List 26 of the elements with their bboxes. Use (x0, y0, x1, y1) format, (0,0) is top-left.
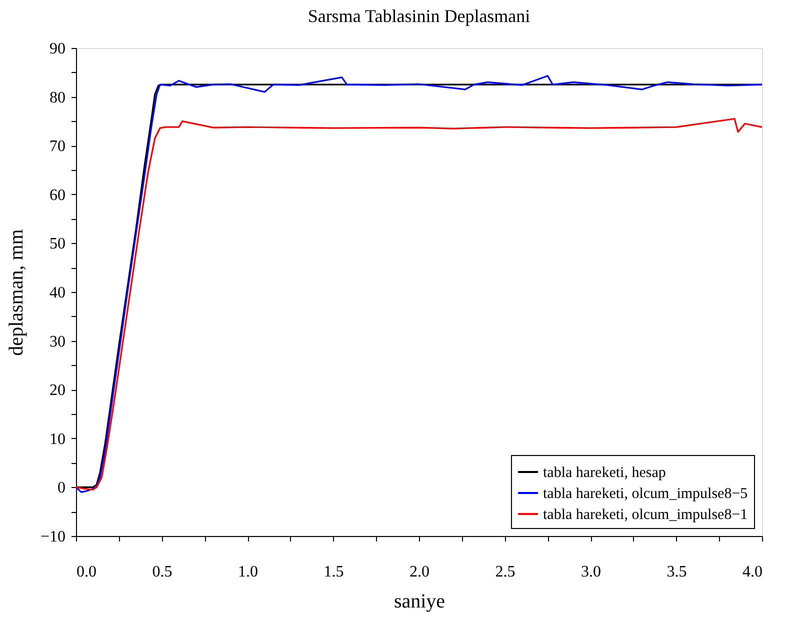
y-axis-title: deplasman, mm (5, 228, 28, 356)
x-tick-label: 4.0 (742, 564, 762, 580)
y-tick-label: 90 (50, 40, 66, 58)
x-tick-label: 1.5 (324, 564, 344, 580)
x-tick-label: 3.5 (666, 564, 687, 580)
x-axis-title: saniye (394, 590, 446, 612)
x-tick-label: 3.0 (581, 564, 601, 580)
y-tick-label: 70 (50, 138, 66, 156)
legend-label: tabla hareketi, olcum_impulse8−5 (543, 486, 748, 502)
x-tick-label: 1.0 (238, 564, 258, 580)
x-tick-label: 0.5 (152, 564, 172, 580)
legend-label: tabla hareketi, olcum_impulse8−1 (543, 507, 748, 523)
y-tick-label: 80 (50, 89, 66, 106)
y-tick-label: 40 (50, 284, 66, 302)
x-tick-label: 2.5 (495, 564, 516, 580)
y-tick-label: 50 (50, 236, 66, 253)
chart-title: Sarsma Tablasinin Deplasmani (308, 6, 530, 26)
y-tick-label: 10 (50, 430, 66, 448)
x-tick-label: 0.0 (76, 564, 96, 580)
y-tick-label: 60 (50, 186, 66, 204)
y-tick-label: −10 (40, 528, 66, 546)
x-tick-label: 2.0 (410, 564, 430, 580)
legend-label: tabla hareketi, hesap (543, 465, 666, 481)
y-tick-label: 0 (58, 480, 66, 497)
y-tick-label: 30 (50, 333, 66, 350)
y-tick-label: 20 (50, 382, 66, 400)
